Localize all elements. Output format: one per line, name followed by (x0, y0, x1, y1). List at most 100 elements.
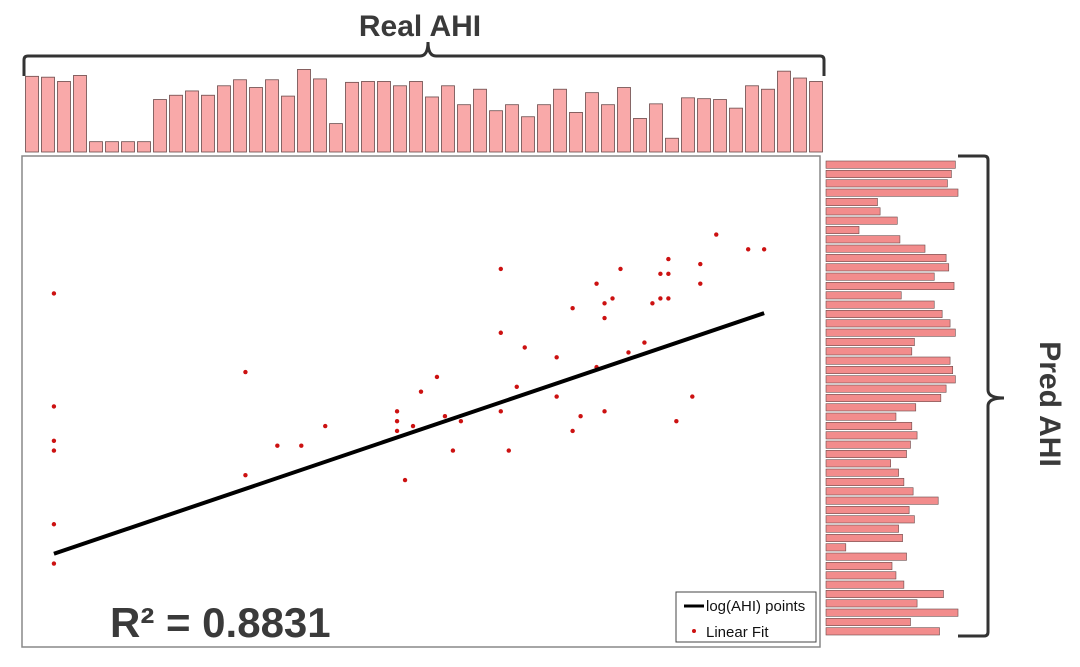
top-hist-bar (617, 87, 631, 153)
scatter-point (745, 247, 751, 252)
right-hist-bar (825, 366, 954, 374)
scatter-point (402, 477, 408, 483)
right-hist-bar (825, 188, 959, 197)
scatter-point (610, 296, 615, 301)
right-hist-bar (825, 291, 902, 300)
top-hist-bar (505, 104, 519, 153)
scatter-point (394, 428, 400, 434)
top-hist-bar (201, 94, 215, 153)
scatter-point (698, 261, 703, 267)
scatter-point (602, 315, 607, 321)
legend-dot-marker (692, 629, 696, 633)
scatter-point (51, 448, 57, 453)
top-hist-bar (633, 118, 647, 153)
right-hist-bar (825, 216, 898, 225)
top-hist-bar (153, 99, 167, 153)
scatter-point (418, 389, 424, 394)
scatter-point (554, 394, 559, 399)
top-hist-bar (89, 141, 103, 153)
top-hist-bar (345, 81, 359, 153)
scatter-point (243, 472, 248, 478)
scatter-point (674, 418, 679, 424)
top-hist-bar (729, 107, 743, 153)
scatter-point (626, 350, 631, 355)
top-hist-bar (457, 104, 471, 153)
linear-fit-line (53, 311, 765, 556)
right-hist-bar (825, 515, 915, 524)
right-hist-bar (825, 627, 940, 636)
right-hist-bar (825, 506, 910, 514)
scatter-point (666, 296, 671, 301)
top-hist-bar (105, 141, 119, 153)
scatter-point (323, 423, 328, 429)
scatter-point (498, 330, 503, 335)
right-hist-bar (825, 226, 860, 234)
scatter-point (602, 409, 607, 414)
right-hist-bar (825, 562, 893, 570)
top-hist-bar (137, 141, 151, 153)
top-histogram-title: Real AHI (359, 10, 481, 43)
r-squared-annotation: R² = 0.8831 (110, 599, 331, 646)
right-hist-bar (825, 422, 913, 430)
right-hist-bar (825, 198, 878, 206)
right-hist-bar (825, 375, 956, 384)
top-hist-bar (313, 78, 327, 153)
top-hist-bar (697, 98, 711, 153)
right-hist-bar (825, 319, 951, 328)
right-hist-bar (825, 478, 905, 486)
right-hist-bar (825, 160, 956, 169)
scatter-point (434, 374, 440, 380)
top-hist-bar (585, 92, 599, 153)
top-hist-bar (489, 110, 503, 153)
legend-entry-fit: Linear Fit (706, 624, 769, 641)
top-hist-bar (361, 81, 375, 153)
top-hist-bar (265, 79, 279, 153)
scatter-point (394, 409, 400, 414)
scatter-point (594, 281, 599, 286)
right-hist-bar (825, 300, 935, 309)
scatter-point (666, 256, 671, 262)
top-hist-bar (441, 85, 455, 153)
right-brace (958, 154, 1005, 638)
scatter-plot-frame (21, 155, 821, 648)
right-histogram (825, 160, 959, 636)
top-hist-bar (185, 90, 199, 153)
right-hist-bar (825, 272, 935, 281)
legend: log(AHI) points Linear Fit (675, 591, 817, 643)
right-hist-bar (825, 459, 891, 468)
top-hist-bar (649, 103, 663, 153)
top-hist-bar (393, 85, 407, 153)
scatter-point (458, 418, 464, 424)
scatter-point (51, 291, 57, 296)
top-hist-bar (409, 81, 423, 153)
scatter-point (275, 443, 280, 448)
scatter-point (761, 247, 767, 252)
scatter-point (602, 301, 607, 306)
right-hist-bar (825, 608, 959, 617)
right-hist-bar (825, 552, 907, 561)
top-hist-bar (601, 104, 615, 153)
top-hist-bar (777, 70, 791, 153)
right-hist-bar (825, 571, 897, 580)
scatter-point (299, 443, 304, 448)
right-hist-bar (825, 468, 899, 477)
right-hist-bar (825, 235, 901, 244)
right-hist-bar (825, 450, 907, 458)
scatter-point (51, 438, 57, 443)
top-histogram (25, 69, 823, 153)
top-hist-bar (537, 104, 551, 153)
scatter-point (658, 271, 663, 277)
scatter-point (690, 394, 695, 399)
right-hist-bar (825, 170, 952, 178)
right-hist-bar (825, 394, 942, 402)
right-hist-bar (825, 534, 903, 542)
scatter-point (51, 404, 57, 409)
right-hist-bar (825, 244, 926, 253)
right-hist-bar (825, 431, 918, 440)
scatter-point (570, 428, 575, 434)
top-hist-bar (73, 75, 87, 153)
right-hist-bar (825, 338, 915, 346)
top-hist-bar (665, 137, 679, 153)
scatter-point (658, 296, 663, 301)
